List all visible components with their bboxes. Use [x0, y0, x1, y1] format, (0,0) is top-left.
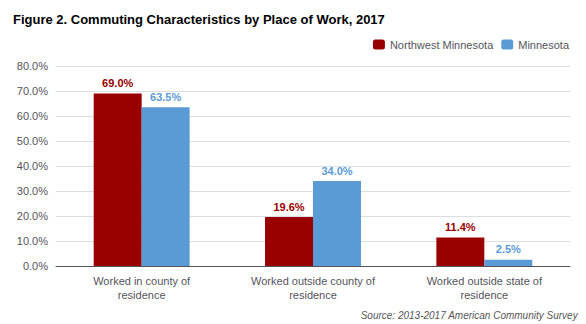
- svg-text:Northwest Minnesota: Northwest Minnesota: [390, 39, 494, 51]
- svg-text:69.0%: 69.0%: [102, 77, 133, 89]
- svg-text:0.0%: 0.0%: [23, 260, 48, 272]
- svg-text:20.0%: 20.0%: [17, 210, 48, 222]
- svg-text:Worked outside state of: Worked outside state of: [427, 275, 543, 287]
- svg-text:2.5%: 2.5%: [496, 243, 521, 255]
- svg-text:Minnesota: Minnesota: [518, 39, 570, 51]
- svg-text:residence: residence: [289, 289, 337, 301]
- svg-text:Worked outside county of: Worked outside county of: [251, 275, 376, 287]
- svg-text:11.4%: 11.4%: [445, 221, 476, 233]
- svg-text:Figure 2. Commuting Characteri: Figure 2. Commuting Characteristics by P…: [13, 12, 385, 27]
- svg-text:30.0%: 30.0%: [17, 185, 48, 197]
- svg-text:19.6%: 19.6%: [273, 201, 304, 213]
- svg-text:50.0%: 50.0%: [17, 135, 48, 147]
- svg-text:40.0%: 40.0%: [17, 160, 48, 172]
- svg-text:residence: residence: [460, 289, 508, 301]
- svg-text:10.0%: 10.0%: [17, 235, 48, 247]
- svg-text:Source: 2013-2017 American Com: Source: 2013-2017 American Community Sur…: [361, 310, 579, 321]
- svg-text:residence: residence: [118, 289, 166, 301]
- svg-text:80.0%: 80.0%: [17, 60, 48, 72]
- svg-text:60.0%: 60.0%: [17, 110, 48, 122]
- svg-text:70.0%: 70.0%: [17, 85, 48, 97]
- svg-text:34.0%: 34.0%: [321, 165, 352, 177]
- svg-text:Worked in county of: Worked in county of: [93, 275, 191, 287]
- svg-text:63.5%: 63.5%: [150, 91, 181, 103]
